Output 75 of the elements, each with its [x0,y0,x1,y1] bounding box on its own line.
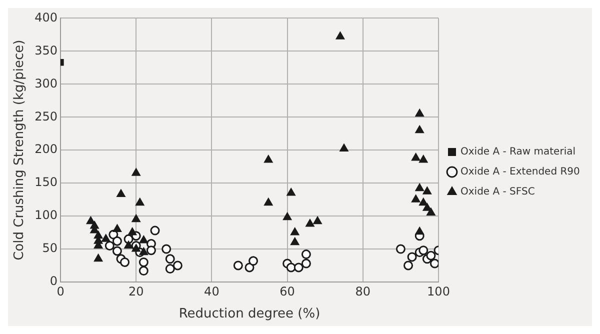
point [282,212,292,220]
point [94,254,103,262]
y-tick-label: 100 [34,208,58,222]
point [116,189,126,198]
x-tick-label: 100 [427,284,450,298]
point [301,250,311,260]
point [290,237,300,246]
y-tick-label: 150 [34,175,58,190]
point [138,266,148,276]
legend-label: Oxide A - Raw material [460,146,576,158]
y-tick-label: 200 [34,142,58,156]
x-tick-label: 20 [128,284,144,298]
y-tick-label: 300 [34,76,58,90]
point [162,244,172,254]
legend-label: Oxide A - Extended R90 [460,166,580,178]
point [415,226,424,235]
point [172,260,182,270]
x-tick-label: 40 [204,284,220,298]
point [139,235,148,244]
point [411,153,420,161]
point [411,194,420,202]
point [138,257,148,267]
point [135,198,144,206]
point [165,264,175,274]
point [244,262,254,272]
point [264,198,273,206]
x-tick-label: 80 [355,284,371,298]
point [150,226,160,236]
point [112,236,122,246]
point [426,208,436,216]
legend-label: Oxide A - SFSC [460,186,535,198]
y-tick-label: 350 [34,43,58,58]
point [101,234,110,242]
y-tick-label: 400 [34,10,58,24]
point [132,168,140,176]
point [294,262,304,272]
point [415,125,424,134]
point [301,258,311,268]
point [128,228,137,236]
point [112,224,122,232]
point [418,198,428,206]
y-tick-label: 250 [34,109,58,124]
point [233,260,243,270]
point [340,144,348,152]
point [336,32,345,40]
point [139,247,148,256]
point [306,218,314,227]
point [146,246,156,256]
point [124,240,133,248]
point [120,257,130,267]
point [430,258,438,268]
y-tick-label: 50 [42,241,58,256]
y-tick-label: 0 [50,274,58,288]
point [104,240,114,250]
point [396,244,406,254]
point [418,154,428,163]
point [132,214,140,222]
point [415,108,424,117]
point [112,246,122,256]
point [286,188,296,196]
point [415,183,424,192]
x-axis-title: Reduction degree (%) [178,306,320,322]
point [290,228,300,236]
point [165,254,175,264]
point [418,246,428,256]
point [313,216,322,224]
point [264,154,273,163]
point [132,244,140,252]
point [404,260,414,270]
x-tick-label: 60 [280,284,295,298]
point [407,252,417,262]
y-axis-title: Cold Crushing Strength (kg/piece) [12,40,28,260]
point [426,250,436,260]
point [248,256,258,266]
point [422,186,432,194]
